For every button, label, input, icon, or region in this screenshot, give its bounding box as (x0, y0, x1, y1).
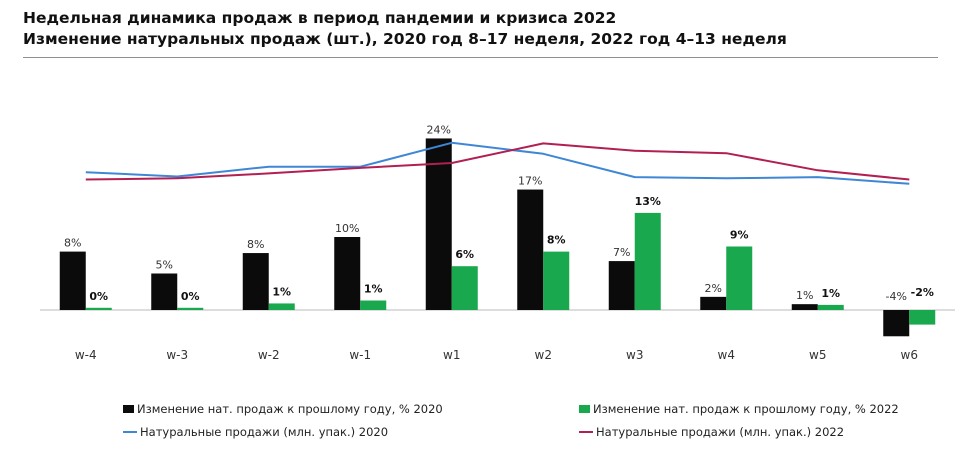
bar-2020-w5 (791, 304, 818, 310)
bar-2022-label-w-4: 0% (89, 290, 108, 303)
bar-2022-w-4 (85, 307, 112, 310)
bar-2020-label-w1: 24% (427, 123, 451, 136)
bar-2020-w-1 (334, 237, 361, 310)
x-tick-label-w3: w3 (626, 348, 643, 362)
chart-title: Недельная динамика продаж в период панде… (23, 9, 617, 27)
line-series-2020 (85, 141, 910, 185)
bar-2022-w1 (451, 266, 478, 310)
bar-2022-label-w3: 13% (635, 195, 661, 208)
line-series-2022 (85, 142, 910, 181)
bar-2022-label-w6: -2% (911, 286, 934, 299)
x-tick-label-w1: w1 (443, 348, 460, 362)
bar-2022-label-w5: 1% (821, 287, 840, 300)
bar-2022-label-w-3: 0% (181, 290, 200, 303)
bar-2022-label-w2: 8% (547, 234, 566, 247)
bar-2022-w5 (817, 304, 844, 310)
x-tick-label-w5: w5 (809, 348, 826, 362)
bar-2022-w-1 (360, 300, 387, 310)
x-tick-label-w6: w6 (901, 348, 918, 362)
bar-2020-label-w-1: 10% (335, 222, 359, 235)
bar-2020-w4 (700, 296, 727, 310)
bar-2020-w-4 (59, 251, 86, 310)
legend-label-bar-2020: Изменение нат. продаж к прошлому году, %… (137, 402, 443, 416)
legend-item-line-2022: Натуральные продажи (млн. упак.) 2022 (579, 425, 844, 439)
bar-2020-label-w-4: 8% (64, 237, 81, 250)
chart-title-block: Недельная динамика продаж в период панде… (23, 8, 787, 50)
bar-2022-label-w1: 6% (455, 248, 474, 261)
x-tick-label-w-4: w-4 (75, 348, 97, 362)
x-tick-label-w2: w2 (535, 348, 552, 362)
legend-item-line-2020: Натуральные продажи (млн. упак.) 2020 (123, 425, 388, 439)
bar-2022-w4 (726, 246, 753, 310)
bar-2022-w2 (543, 251, 570, 310)
bar-2020-w-2 (242, 253, 269, 310)
bar-2022-label-w4: 9% (730, 228, 749, 241)
bar-2020-label-w2: 17% (518, 175, 542, 188)
bar-2022-w3 (634, 212, 661, 310)
legend-swatch-bar-2022 (579, 405, 590, 413)
bar-2020-label-w5: 1% (796, 289, 813, 302)
legend-label-bar-2022: Изменение нат. продаж к прошлому году, %… (593, 402, 899, 416)
legend-swatch-line-2022 (579, 431, 593, 433)
bar-2020-label-w4: 2% (705, 282, 722, 295)
title-divider (23, 57, 938, 58)
bar-2020-w3 (608, 261, 635, 310)
bar-2022-w-3 (177, 307, 204, 310)
chart-subtitle: Изменение натуральных продаж (шт.), 2020… (23, 30, 787, 48)
bar-2020-w2 (517, 189, 544, 310)
bar-2020-w1 (425, 138, 452, 310)
x-tick-label-w-1: w-1 (349, 348, 371, 362)
legend-item-bar-2022: Изменение нат. продаж к прошлому году, %… (579, 402, 899, 416)
bar-2022-label-w-2: 1% (272, 285, 291, 298)
x-tick-label-w-3: w-3 (166, 348, 188, 362)
legend-item-bar-2020: Изменение нат. продаж к прошлому году, %… (123, 402, 443, 416)
legend-label-line-2022: Натуральные продажи (млн. упак.) 2022 (596, 425, 845, 439)
x-tick-label-w-2: w-2 (258, 348, 280, 362)
bar-2020-label-w3: 7% (613, 246, 630, 259)
bar-2020-w-3 (151, 273, 178, 310)
bar-2022-label-w-1: 1% (364, 283, 383, 296)
bar-2020-label-w6: -4% (886, 290, 907, 303)
legend-label-line-2020: Натуральные продажи (млн. упак.) 2020 (140, 425, 389, 439)
bar-2020-label-w-2: 8% (247, 238, 264, 251)
legend-swatch-bar-2020 (123, 405, 134, 413)
bar-2022-w6 (909, 310, 936, 325)
x-tick-label-w4: w4 (718, 348, 735, 362)
bar-2022-w-2 (268, 303, 295, 310)
legend-swatch-line-2020 (123, 431, 137, 433)
bar-2020-w6 (883, 310, 910, 337)
bar-2020-label-w-3: 5% (156, 259, 173, 272)
